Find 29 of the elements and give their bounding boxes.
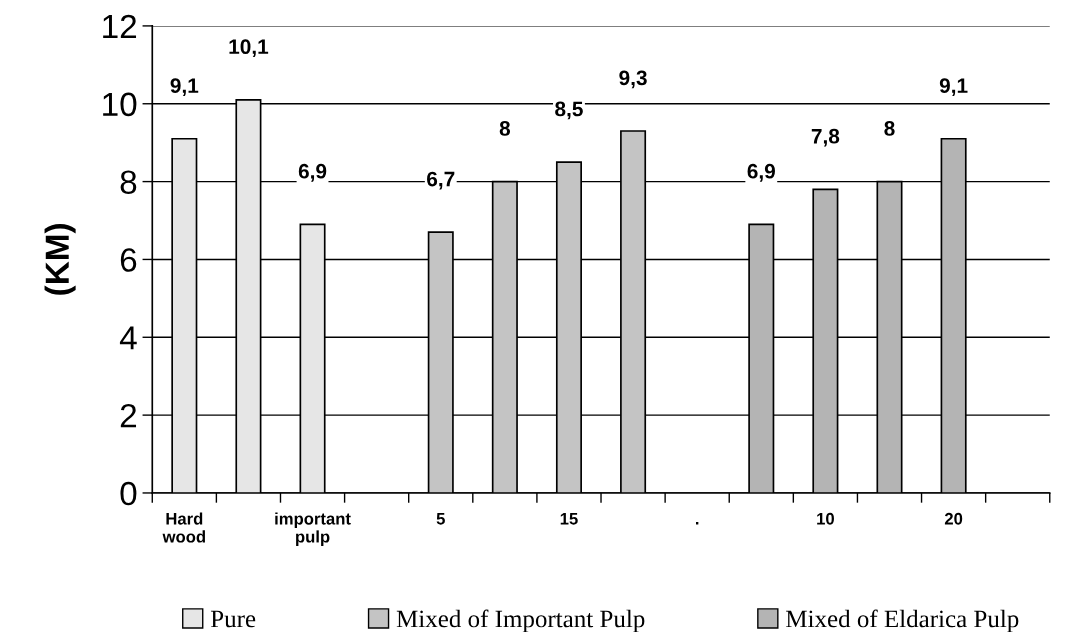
data-label: 7,8 (811, 128, 840, 147)
x-tick-label: important pulp (275, 512, 351, 546)
legend-label: Mixed of Eldarica Pulp (786, 609, 1019, 632)
data-label: 6,7 (427, 171, 455, 190)
y-tick-label: 2 (120, 403, 137, 428)
legend-label: Mixed of Important Pulp (396, 609, 645, 632)
y-tick-label: 0 (120, 481, 137, 506)
y-tick-label: 8 (120, 170, 137, 194)
data-label: 6,9 (298, 163, 327, 182)
y-axis-title: (KM) (44, 224, 76, 295)
data-label: 9,1 (939, 78, 968, 97)
data-label: 8,5 (555, 101, 583, 120)
y-tick-label: 6 (120, 248, 137, 272)
x-tick-label: . (695, 522, 699, 525)
legend-label: Pure (210, 610, 256, 628)
data-label: 8 (884, 121, 895, 136)
data-label: 6,9 (747, 163, 775, 182)
y-tick-label: 4 (119, 326, 137, 350)
x-tick-label: 10 (817, 512, 834, 525)
x-tick-label: 20 (944, 512, 963, 525)
x-tick-label: 15 (560, 513, 578, 525)
x-tick-label: Hard wood (162, 512, 205, 543)
data-label: 8 (499, 121, 511, 136)
y-tick-label: 12 (103, 14, 137, 38)
data-label: 9,1 (170, 78, 199, 97)
data-label: 9,3 (619, 70, 647, 89)
y-tick-label: 10 (103, 92, 137, 117)
x-tick-label: 5 (436, 513, 445, 525)
data-label: 10,1 (229, 39, 269, 58)
